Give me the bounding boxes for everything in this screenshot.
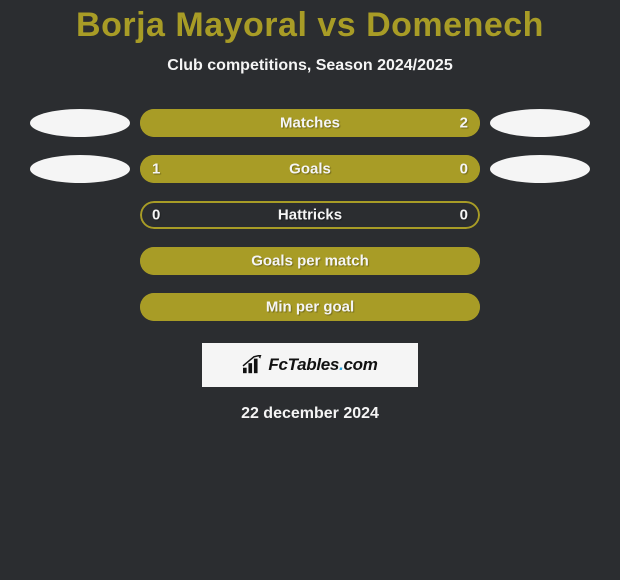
right-oval <box>490 155 590 183</box>
stat-row: Goals per match <box>0 247 620 275</box>
date-text: 22 december 2024 <box>0 405 620 423</box>
stat-rows: Matches 2 1 Goals 0 0 Hattricks 0 Goals per matc… <box>0 109 620 321</box>
stat-right-value: 0 <box>460 207 468 224</box>
page-title: Borja Mayoral vs Domenech <box>0 6 620 45</box>
stat-bar: Goals per match <box>140 247 480 275</box>
container: Borja Mayoral vs Domenech Club competiti… <box>0 0 620 580</box>
stat-label: Hattricks <box>278 207 342 224</box>
stat-row: 1 Goals 0 <box>0 155 620 183</box>
stat-bar: 0 Hattricks 0 <box>140 201 480 229</box>
fctables-icon <box>242 355 264 375</box>
subtitle: Club competitions, Season 2024/2025 <box>0 57 620 75</box>
stat-left-value: 0 <box>152 207 160 224</box>
stat-left-value: 1 <box>152 161 160 178</box>
right-oval <box>490 109 590 137</box>
left-oval <box>30 109 130 137</box>
logo-box: FcTables.com <box>202 343 418 387</box>
stat-row: Min per goal <box>0 293 620 321</box>
left-oval <box>30 155 130 183</box>
stat-bar: Min per goal <box>140 293 480 321</box>
stat-bar: Matches 2 <box>140 109 480 137</box>
stat-right-value: 2 <box>460 115 468 132</box>
stat-bar: 1 Goals 0 <box>140 155 480 183</box>
stat-right-value: 0 <box>460 161 468 178</box>
stat-row: Matches 2 <box>0 109 620 137</box>
stat-label: Matches <box>280 115 340 132</box>
stat-label: Min per goal <box>266 299 354 316</box>
logo-text: FcTables.com <box>268 355 377 375</box>
stat-label: Goals <box>289 161 331 178</box>
stat-row: 0 Hattricks 0 <box>0 201 620 229</box>
stat-label: Goals per match <box>251 253 369 270</box>
